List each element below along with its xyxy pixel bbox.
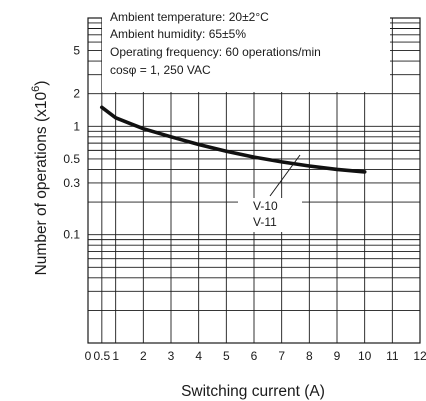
conditions-box (102, 10, 390, 92)
x-tick-label: 11 (386, 349, 399, 363)
x-tick-label: 8 (306, 349, 313, 363)
x-tick-label: 7 (278, 349, 285, 363)
condition-temperature: Ambient temperature: 20±2°C (110, 10, 269, 24)
y-tick-labels: 5 2 1 0.5 0.3 0.1 (63, 44, 80, 242)
series-label-leader (269, 154, 301, 197)
y-tick-label: 0.5 (63, 152, 80, 166)
x-tick-label: 3 (168, 349, 175, 363)
x-tick-label: 9 (334, 349, 341, 363)
y-axis-title-main: Number of operations (x10 (33, 92, 50, 276)
x-tick-label: 12 (413, 349, 426, 363)
y-tick-label: 5 (73, 44, 80, 58)
y-tick-label: 1 (73, 119, 80, 133)
series-label-box (238, 198, 302, 232)
y-tick-label: 0.3 (63, 176, 80, 190)
x-tick-labels: 0 0.5 1 2 3 4 5 6 7 8 9 10 11 12 (85, 349, 426, 363)
y-axis-title-exponent: 6 (30, 86, 42, 92)
x-tick-label: 0 (85, 349, 92, 363)
series-line-v-10 (100, 105, 367, 174)
x-tick-label: 0.5 (93, 349, 110, 363)
condition-humidity: Ambient humidity: 65±5% (110, 27, 246, 41)
x-tick-label: 4 (195, 349, 202, 363)
series-label-v11: V-11 (253, 215, 277, 229)
y-axis-title: Number of operations (x106) (30, 81, 50, 276)
x-tick-label: 6 (251, 349, 258, 363)
x-axis-title: Switching current (A) (181, 383, 325, 400)
y-tick-label: 2 (73, 87, 80, 101)
series-label-v10: V-10 (253, 199, 278, 213)
condition-load: cosφ = 1, 250 VAC (110, 63, 211, 77)
condition-frequency: Operating frequency: 60 operations/min (110, 45, 321, 59)
series-layer (100, 105, 367, 174)
x-tick-label: 1 (112, 349, 119, 363)
y-tick-label: 0.1 (63, 228, 80, 242)
y-axis-title-close: ) (33, 81, 50, 86)
x-tick-label: 5 (223, 349, 230, 363)
x-tick-label: 2 (140, 349, 147, 363)
x-tick-label: 10 (358, 349, 372, 363)
